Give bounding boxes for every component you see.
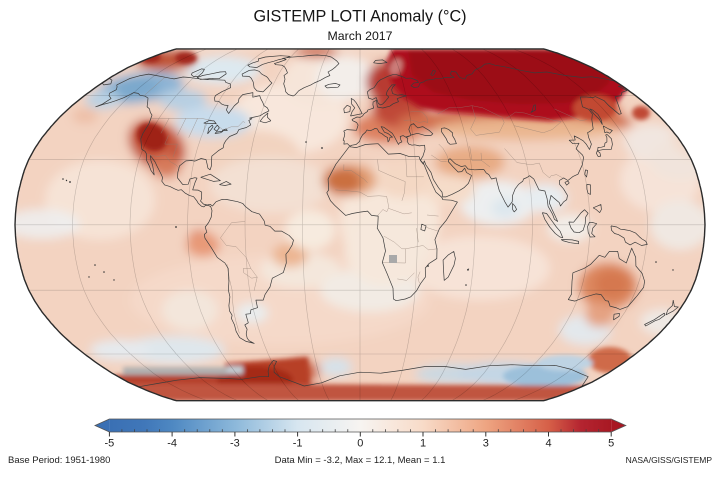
svg-text:March 2017: March 2017 — [328, 29, 393, 43]
svg-text:3: 3 — [483, 438, 489, 450]
svg-text:1: 1 — [420, 438, 426, 450]
svg-text:0: 0 — [357, 438, 363, 450]
svg-text:-4: -4 — [167, 438, 177, 450]
svg-text:Base Period: 1951-1980: Base Period: 1951-1980 — [8, 455, 110, 466]
svg-text:-1: -1 — [293, 438, 303, 450]
svg-text:4: 4 — [545, 438, 551, 450]
svg-text:-3: -3 — [230, 438, 240, 450]
svg-text:Data Min = -3.2, Max = 12.1, M: Data Min = -3.2, Max = 12.1, Mean = 1.1 — [275, 455, 446, 466]
svg-text:NASA/GISS/GISTEMP: NASA/GISS/GISTEMP — [626, 455, 713, 465]
svg-text:-5: -5 — [105, 438, 115, 450]
svg-text:GISTEMP LOTI Anomaly (°C): GISTEMP LOTI Anomaly (°C) — [253, 8, 466, 26]
svg-text:5: 5 — [608, 438, 614, 450]
